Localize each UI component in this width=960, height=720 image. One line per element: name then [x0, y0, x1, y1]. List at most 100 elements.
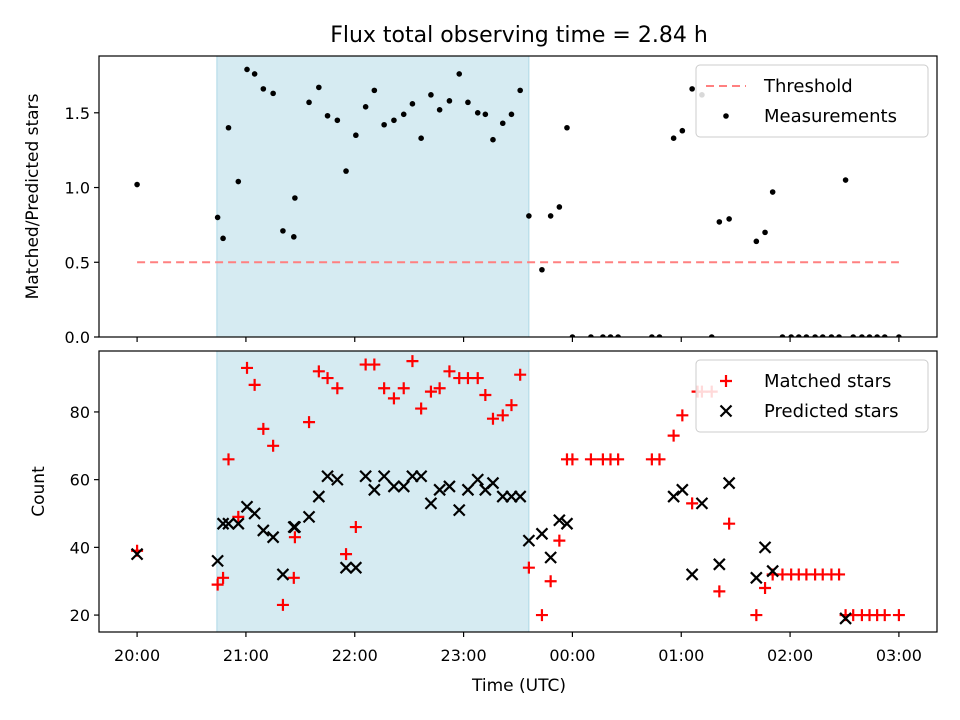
- data-marks: [134, 66, 902, 337]
- measurement-point: [649, 334, 655, 337]
- y-tick-label: 1.0: [65, 179, 90, 198]
- matched-stars-point: [686, 497, 699, 510]
- predicted-stars-point: [288, 520, 302, 534]
- measurement-point: [235, 178, 242, 185]
- matched-stars-point: [759, 581, 772, 594]
- matched-stars-point: [713, 585, 726, 598]
- matched-stars-point: [750, 609, 763, 622]
- matched-stars-point: [505, 399, 518, 412]
- predicted-stars-point: [130, 547, 144, 561]
- x-tick-label: 23:00: [441, 646, 487, 665]
- bottom-panel-counts: 20 40 60 80 20:00 21:00 22:00 23:00 00:00 01:00 02…: [29, 350, 938, 665]
- matched-stars-point: [397, 382, 410, 395]
- measurement-point: [753, 238, 760, 245]
- matched-stars-point: [544, 575, 557, 588]
- measurement-point: [499, 120, 506, 127]
- matched-stars-point: [553, 534, 566, 547]
- measurement-point: [371, 87, 378, 94]
- measurement-point: [490, 136, 496, 143]
- matched-stars-point: [267, 439, 280, 452]
- matched-stars-point: [257, 422, 270, 435]
- matched-stars-point: [878, 609, 891, 622]
- measurement-point: [436, 107, 443, 113]
- predicted-stars-point: [339, 561, 353, 574]
- measurement-point: [769, 189, 776, 195]
- predicted-stars-point: [433, 483, 446, 497]
- y-tick-label: 80: [70, 403, 90, 422]
- predicted-stars-point: [257, 524, 270, 537]
- predicted-stars-point: [331, 473, 344, 486]
- predicted-stars-point: [553, 513, 566, 527]
- legend-label: Matched stars: [764, 371, 891, 392]
- measurement-point: [517, 87, 523, 94]
- matched-stars-point: [232, 510, 245, 523]
- y-tick-label: 1.5: [65, 104, 90, 123]
- legend: Matched stars Predicted stars: [695, 359, 929, 433]
- measurement-point: [689, 86, 695, 92]
- predicted-stars-point: [276, 568, 290, 581]
- measurement-point: [391, 117, 397, 124]
- measurement-point: [726, 216, 732, 222]
- measurement-point: [896, 334, 902, 337]
- measurement-point: [795, 334, 802, 337]
- measurement-point: [850, 334, 856, 337]
- matched-stars-point: [312, 365, 325, 378]
- measurement-point: [547, 213, 554, 219]
- measurement-point: [788, 334, 794, 337]
- top-panel-ratio: 0.0 0.5 1.0 1.5 Matched/Predicted stars Thres…: [23, 55, 938, 347]
- predicted-stars-point: [535, 527, 549, 541]
- matched-stars-point: [471, 372, 484, 385]
- y-tick-label: 20: [70, 606, 90, 625]
- measurement-point: [306, 99, 312, 106]
- matched-stars-point: [522, 561, 535, 574]
- axes-frame: [98, 55, 938, 338]
- predicted-stars-point: [522, 534, 536, 547]
- measurement-point: [291, 234, 297, 240]
- matched-stars-point: [676, 409, 689, 422]
- y-tick-label: 60: [70, 471, 90, 490]
- measurement-point: [670, 135, 677, 142]
- predicted-stars-point: [266, 530, 280, 544]
- measurement-point: [600, 334, 606, 337]
- legend-box: [695, 64, 929, 138]
- matched-stars-point: [424, 385, 437, 398]
- predicted-stars-point: [211, 554, 224, 568]
- predicted-stars-point: [377, 469, 391, 483]
- matched-stars-point: [667, 429, 680, 442]
- measurement-point: [716, 219, 723, 225]
- measurement-point: [762, 229, 768, 236]
- predicted-stars-point: [513, 490, 527, 503]
- measurement-point: [508, 111, 515, 118]
- measurement-point: [260, 86, 267, 92]
- predicted-stars-point: [248, 507, 261, 520]
- measurement-point: [409, 101, 416, 107]
- matched-stars-point: [496, 409, 509, 422]
- matched-stars-point: [287, 571, 300, 584]
- x-tick-label: 00:00: [549, 646, 595, 665]
- predicted-stars-point: [676, 483, 689, 497]
- predicted-stars-point: [397, 480, 411, 493]
- matched-stars-point: [584, 453, 597, 466]
- measurement-point: [607, 334, 614, 337]
- x-tick-label: 22:00: [332, 646, 378, 665]
- predicted-stars-point: [544, 551, 557, 564]
- measurement-point: [292, 195, 298, 201]
- data-marks: [130, 355, 905, 625]
- matched-stars-point: [349, 521, 362, 534]
- measurement-point: [836, 334, 842, 337]
- predicted-stars-point: [766, 564, 779, 578]
- predicted-stars-point: [750, 571, 763, 585]
- legend: Threshold Measurements: [695, 64, 929, 138]
- predicted-stars-point: [695, 497, 709, 510]
- predicted-stars-point: [443, 480, 456, 493]
- predicted-stars-point: [414, 469, 428, 483]
- x-axis-label: Time (UTC): [471, 676, 566, 696]
- measurement-point: [353, 132, 359, 139]
- matched-stars-point: [378, 382, 391, 395]
- matched-stars-point: [415, 402, 428, 415]
- measurement-point: [588, 334, 594, 337]
- matched-stars-point: [288, 531, 301, 544]
- measurement-point: [526, 213, 532, 219]
- x-tick-label: 20:00: [114, 646, 160, 665]
